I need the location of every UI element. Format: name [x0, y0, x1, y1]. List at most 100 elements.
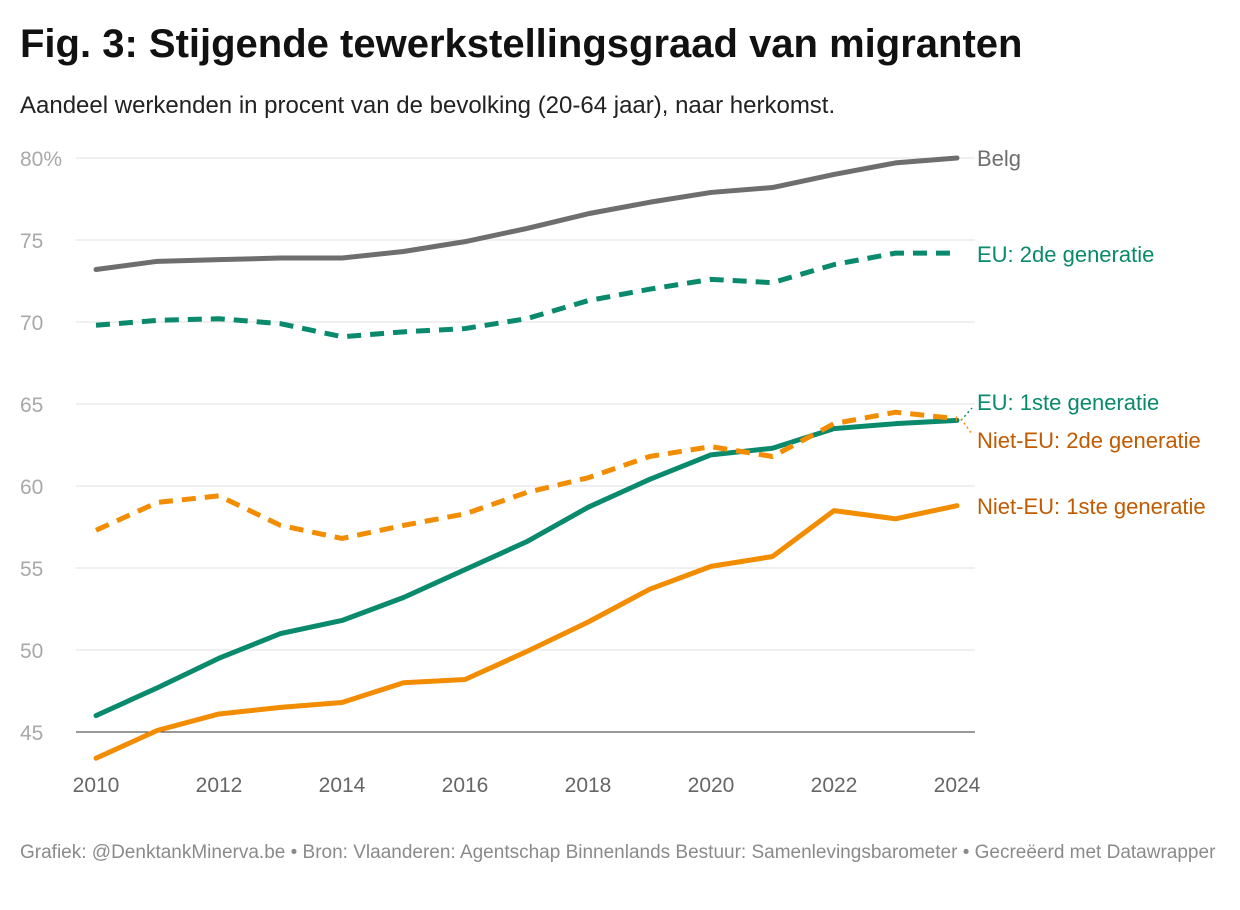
data-point: [585, 298, 591, 304]
series-label: EU: 2de generatie: [977, 242, 1154, 267]
y-tick-label: 55: [20, 558, 43, 581]
data-point: [585, 619, 591, 625]
data-point: [401, 248, 407, 254]
data-point: [770, 554, 776, 560]
series-label: Belg: [977, 146, 1021, 171]
data-point: [831, 421, 837, 427]
data-point: [216, 257, 222, 263]
data-point: [216, 316, 222, 322]
chart-subtitle: Aandeel werkenden in procent van de bevo…: [20, 92, 836, 119]
data-point: [93, 322, 99, 328]
data-point: [954, 155, 960, 161]
data-point: [647, 453, 653, 459]
data-point: [401, 329, 407, 335]
chart-title: Fig. 3: Stijgende tewerkstellingsgraad v…: [20, 22, 1023, 66]
series-label: Niet-EU: 2de generatie: [977, 428, 1201, 453]
data-point: [278, 321, 284, 327]
data-point: [831, 171, 837, 177]
data-point: [708, 563, 714, 569]
data-point: [155, 727, 161, 733]
data-point: [954, 250, 960, 256]
data-point: [401, 680, 407, 686]
series-line: [93, 417, 960, 719]
data-point: [893, 250, 899, 256]
y-tick-label: 75: [20, 230, 43, 253]
data-point: [155, 685, 161, 691]
x-tick-label: 2012: [196, 774, 243, 797]
data-point: [216, 655, 222, 661]
data-point: [155, 499, 161, 505]
data-point: [708, 444, 714, 450]
data-point: [831, 262, 837, 268]
data-point: [524, 490, 530, 496]
data-point: [462, 326, 468, 332]
x-tick-label: 2016: [442, 774, 489, 797]
data-point: [278, 631, 284, 637]
series-label: EU: 1ste generatie: [977, 390, 1159, 415]
x-tick-label: 2022: [811, 774, 858, 797]
data-point: [954, 416, 960, 422]
x-tick-label: 2020: [688, 774, 735, 797]
data-point: [647, 286, 653, 292]
data-point: [93, 713, 99, 719]
y-tick-label: 80%: [20, 148, 62, 171]
data-point: [770, 280, 776, 286]
x-tick-label: 2010: [73, 774, 120, 797]
data-point: [339, 255, 345, 261]
data-point: [93, 755, 99, 761]
y-tick-label: 60: [20, 476, 43, 499]
data-point: [708, 189, 714, 195]
data-point: [216, 493, 222, 499]
data-point: [524, 539, 530, 545]
x-tick-label: 2024: [934, 774, 981, 797]
data-point: [770, 185, 776, 191]
series-line: [95, 250, 957, 340]
data-point: [585, 475, 591, 481]
data-point: [339, 334, 345, 340]
x-tick-label: 2014: [319, 774, 366, 797]
data-point: [524, 649, 530, 655]
series-line: [93, 155, 960, 273]
data-point: [462, 511, 468, 517]
data-point: [770, 445, 776, 451]
data-point: [339, 535, 345, 541]
data-point: [524, 226, 530, 232]
data-point: [585, 504, 591, 510]
x-tick-label: 2018: [565, 774, 612, 797]
data-point: [462, 567, 468, 573]
data-point: [462, 239, 468, 245]
series-line: [93, 503, 960, 761]
y-tick-label: 50: [20, 640, 43, 663]
label-connector: [960, 418, 973, 435]
data-point: [93, 527, 99, 533]
data-point: [339, 699, 345, 705]
y-tick-label: 65: [20, 394, 43, 417]
data-point: [93, 267, 99, 273]
data-point: [954, 503, 960, 509]
data-point: [647, 586, 653, 592]
data-point: [462, 677, 468, 683]
series-label: Niet-EU: 1ste generatie: [977, 494, 1206, 519]
chart-footer: Grafiek: @DenktankMinerva.be • Bron: Vla…: [20, 842, 1216, 863]
data-point: [831, 508, 837, 514]
data-point: [401, 595, 407, 601]
data-point: [401, 522, 407, 528]
label-connector: [960, 407, 973, 421]
data-point: [647, 476, 653, 482]
data-point: [155, 258, 161, 264]
data-point: [893, 421, 899, 427]
data-point: [893, 516, 899, 522]
data-point: [524, 316, 530, 322]
data-point: [893, 409, 899, 415]
data-point: [339, 617, 345, 623]
data-point: [647, 199, 653, 205]
data-point: [278, 704, 284, 710]
y-tick-label: 70: [20, 312, 43, 335]
data-point: [278, 255, 284, 261]
y-tick-label: 45: [20, 722, 43, 745]
data-point: [155, 317, 161, 323]
data-point: [216, 711, 222, 717]
data-point: [893, 160, 899, 166]
data-point: [278, 522, 284, 528]
